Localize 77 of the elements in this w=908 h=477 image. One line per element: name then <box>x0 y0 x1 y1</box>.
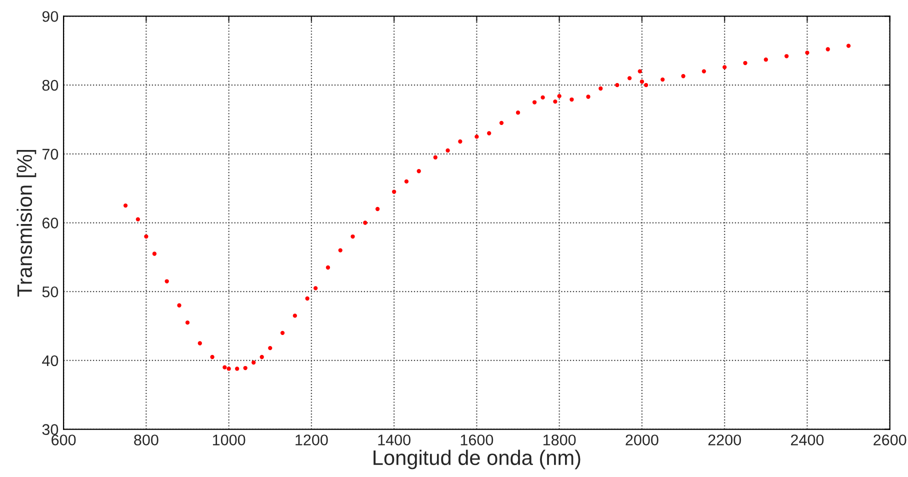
point <box>474 134 479 139</box>
point <box>805 50 810 55</box>
point <box>499 120 504 126</box>
point <box>743 60 748 66</box>
y-tick-label: 80 <box>42 80 58 91</box>
point <box>638 69 642 74</box>
point <box>164 279 169 284</box>
point <box>660 77 665 82</box>
point <box>586 94 590 99</box>
point <box>305 296 310 301</box>
point <box>458 139 462 144</box>
point <box>392 190 396 194</box>
y-tick-label: 30 <box>42 424 58 435</box>
y-tick-label: 90 <box>42 11 58 22</box>
point <box>177 303 182 308</box>
point <box>152 252 157 256</box>
y-tick-label: 60 <box>42 218 58 228</box>
point <box>722 65 727 70</box>
point <box>516 110 520 115</box>
point <box>615 82 620 88</box>
x-tick-label: 1200 <box>296 434 328 446</box>
point <box>598 86 603 91</box>
point <box>702 69 706 74</box>
x-tick-label: 1800 <box>544 434 576 446</box>
point <box>123 203 128 208</box>
x-tick-label: 2600 <box>874 434 906 446</box>
point <box>350 234 355 239</box>
point <box>185 320 190 325</box>
x-tick-label: 2000 <box>626 434 658 446</box>
point <box>260 354 264 360</box>
x-tick-label: 2400 <box>790 434 824 446</box>
x-tick-label: 1000 <box>212 434 246 446</box>
point <box>644 82 648 88</box>
point <box>280 330 285 335</box>
point <box>363 220 368 225</box>
point <box>416 169 421 174</box>
point <box>532 100 537 104</box>
point <box>846 44 851 48</box>
point <box>375 206 380 212</box>
x-tick-label: 600 <box>52 434 76 446</box>
point <box>681 74 686 78</box>
point <box>764 58 768 62</box>
point <box>144 234 148 239</box>
x-tick-label: 2200 <box>708 434 741 446</box>
point <box>433 155 438 160</box>
point <box>252 360 256 365</box>
x-axis-title: Longitud de onda (nm) <box>374 450 580 470</box>
point <box>487 131 492 136</box>
point <box>404 179 409 184</box>
point <box>540 95 545 100</box>
point <box>243 366 248 370</box>
point <box>313 286 318 290</box>
point <box>570 97 574 102</box>
point <box>326 265 330 270</box>
point <box>640 80 644 84</box>
x-tick-label: 1400 <box>378 434 410 446</box>
point <box>557 94 562 98</box>
y-axis-title: Transmision [%] <box>16 150 36 297</box>
point <box>338 248 342 252</box>
point <box>226 366 231 371</box>
point <box>136 217 140 222</box>
y-tick-label: 50 <box>42 286 58 298</box>
y-tick-label: 40 <box>42 355 58 366</box>
x-tick-label: 1600 <box>460 434 494 446</box>
y-tick-label: 70 <box>42 148 58 160</box>
point <box>292 314 297 318</box>
point <box>553 100 558 104</box>
point <box>210 354 214 360</box>
point <box>826 47 830 52</box>
point <box>268 346 272 350</box>
point <box>627 76 632 80</box>
point <box>234 366 240 371</box>
point <box>198 341 202 346</box>
point <box>784 54 789 58</box>
point <box>222 365 227 370</box>
point <box>446 148 450 153</box>
x-tick-label: 800 <box>134 434 158 446</box>
